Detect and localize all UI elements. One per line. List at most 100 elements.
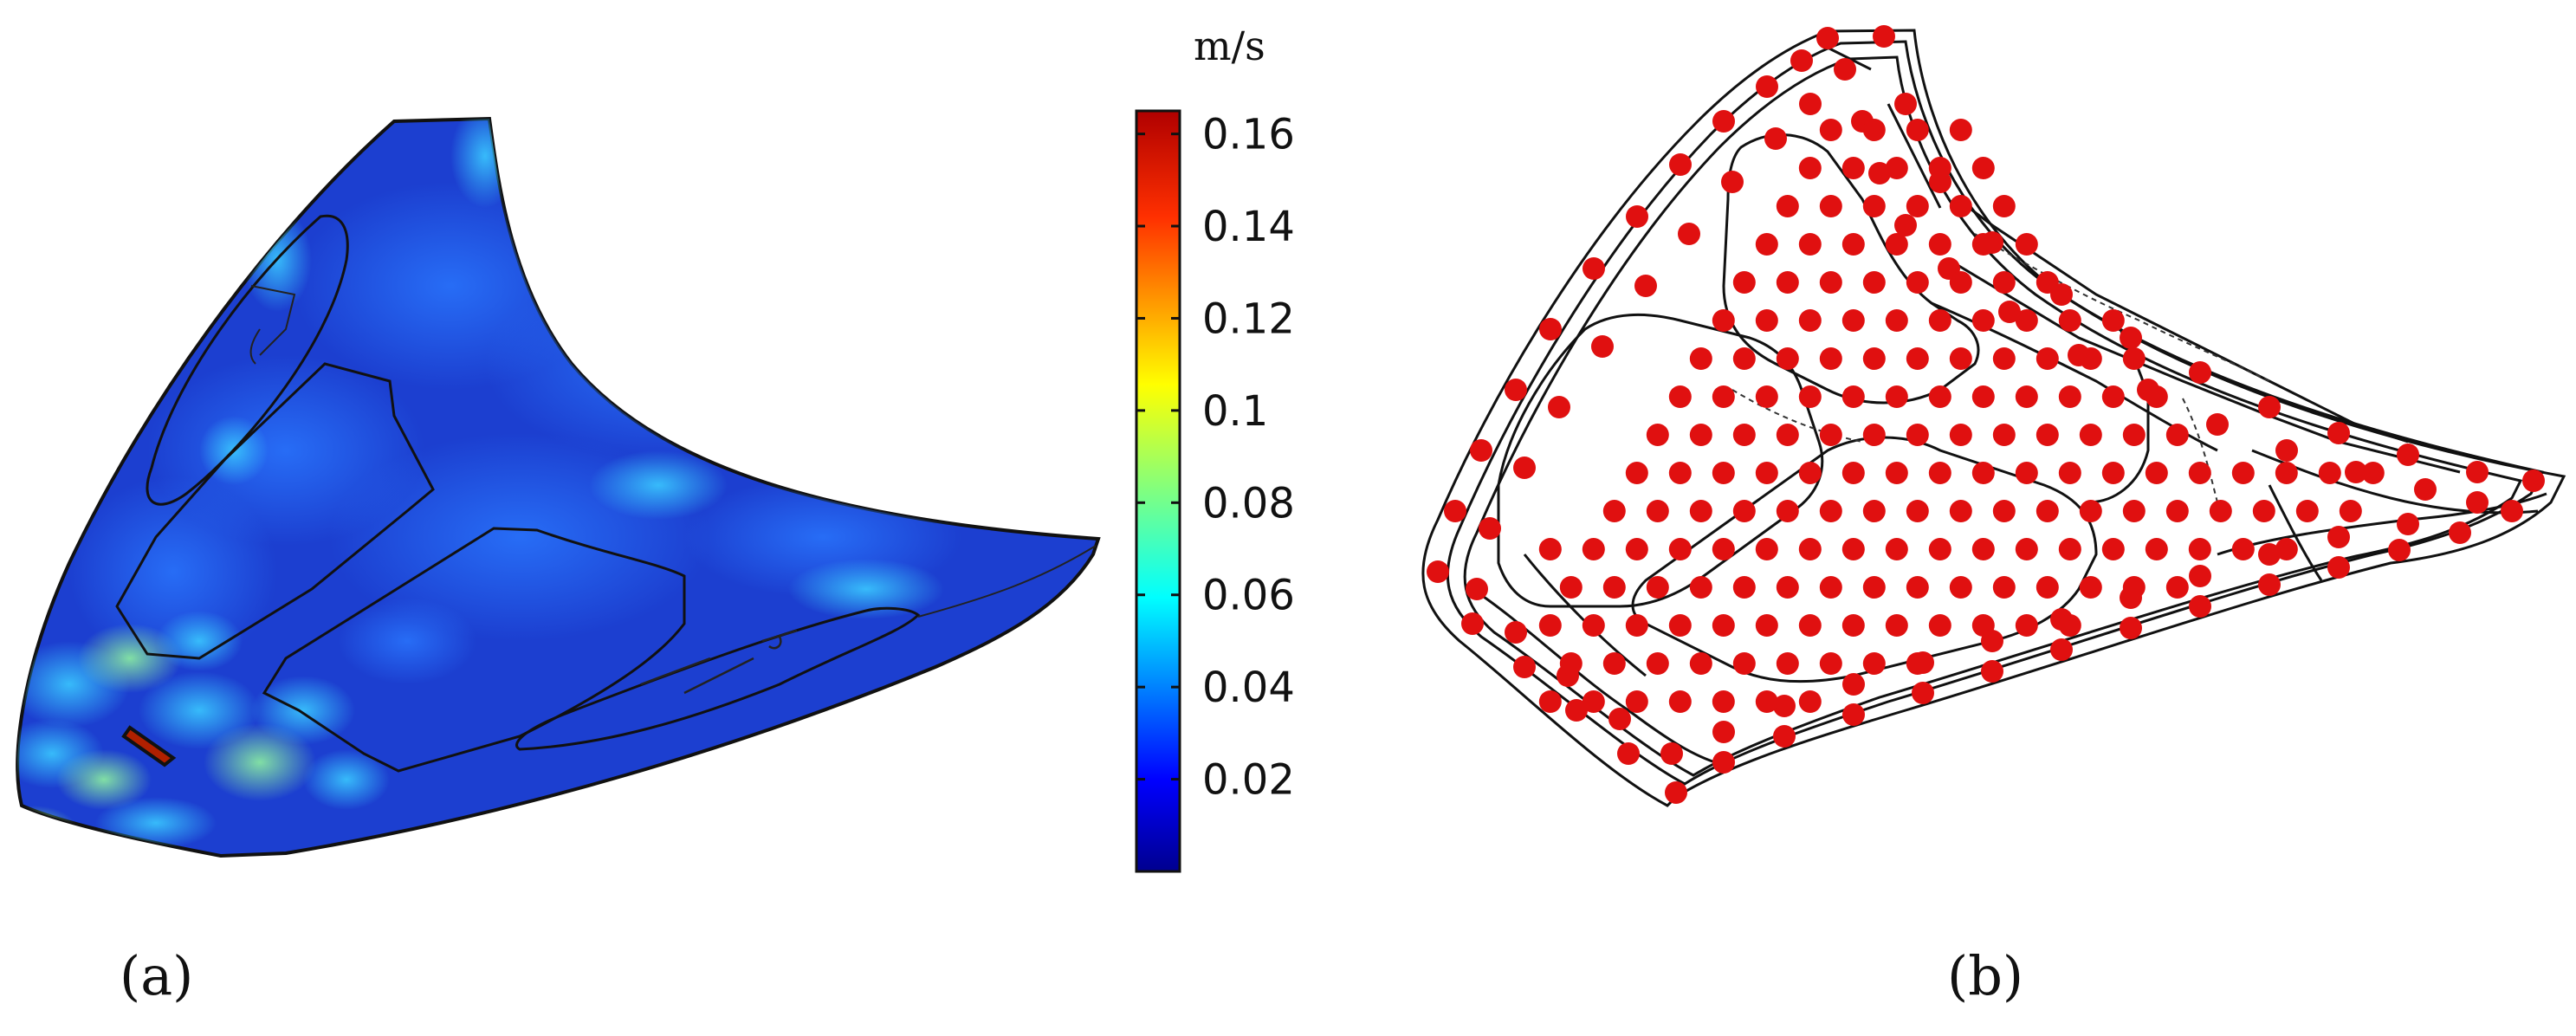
sensor-marker [1819,271,1842,294]
colorbar-gradient [1135,109,1181,873]
sensor-marker [1608,708,1631,730]
sensor-marker [1949,347,1972,370]
sensor-marker [1928,614,1951,637]
sensor-marker [1625,538,1648,560]
sensor-marker [1949,500,1972,522]
sensor-marker [1625,690,1648,713]
sensor-marker [1776,500,1799,522]
sensor-marker [2522,469,2545,492]
sensor-marker [1602,576,1626,599]
sensor-marker [2036,576,2059,599]
colorbar-tick-label: 0.04 [1202,664,1295,712]
sensor-marker [1755,462,1778,484]
sensor-marker [1466,578,1488,600]
sensor-marker [2079,500,2102,522]
sensor-marker [1841,614,1865,637]
sensor-marker [2397,444,2419,466]
sensor-marker [1928,233,1951,256]
sensor-marker [1928,157,1951,179]
sensor-marker [1668,385,1692,408]
sensor-marker [1992,424,2016,446]
sensor-marker [1885,157,1908,179]
sensor-marker [2122,347,2146,370]
sensor-marker [2036,271,2059,294]
sensor-marker [2189,565,2211,587]
sensor-marker [2206,413,2229,436]
sensor-marker [2275,538,2298,560]
sensor-marker [1538,614,1562,637]
sensor-marker [1470,439,1492,462]
sensor-marker [1732,500,1756,522]
sensor-marker [1773,695,1796,717]
sensor-marker [1798,309,1822,332]
sensor-marker [1862,424,1886,446]
sensor-marker [2122,424,2146,446]
sensor-marker [2058,385,2081,408]
sensor-marker [1798,157,1822,179]
sensor-marker [2036,347,2059,370]
sensor-marker [2015,538,2038,560]
sensor-marker [1712,462,1735,484]
sensor-marker [1906,500,1929,522]
colorbar-tick-label: 0.12 [1202,295,1295,343]
sensor-marker [1513,656,1536,678]
sensor-marker [2339,500,2362,522]
colorbar-tick-label: 0.06 [1202,572,1295,620]
sensor-marker [1885,385,1908,408]
sensor-marker [1971,538,1995,560]
colorbar-tick-label: 0.02 [1202,756,1295,805]
sensor-marker [2122,576,2146,599]
sensor-marker [1819,576,1842,599]
sensor-marker [2189,361,2211,384]
sensor-marker [1841,157,1865,179]
sensor-marker [1764,127,1787,150]
sensor-marker [2327,526,2350,548]
sensor-marker [1842,703,1865,726]
sensor-marker [1505,379,1527,401]
sensor-marker [2258,573,2281,596]
sensor-marker [1755,538,1778,560]
colorbar: 0.16 0.14 0.12 0.1 0.08 0.06 0.04 0.02 [1135,109,1295,873]
sensor-marker [1548,396,1570,418]
sensor-marker [1712,751,1735,774]
sensor-marker [2231,538,2255,560]
sensor-marker [1669,153,1692,176]
sensor-marker [1841,233,1865,256]
sensor-marker [1819,652,1842,675]
sensor-marker [1862,119,1886,141]
sensor-marker [2058,538,2081,560]
sensor-marker [1689,576,1712,599]
hood-velocity-panel [16,116,1101,858]
sensor-marker [2388,539,2411,561]
sensor-marker [1971,385,1995,408]
sensor-marker [1981,660,2003,683]
sensor-marker [1862,195,1886,217]
sensor-marker [1949,424,1972,446]
sensor-marker [2189,595,2211,618]
hood-sensor-panel [1421,25,2566,807]
sensor-marker [2120,617,2142,639]
sensor-marker [1819,424,1842,446]
sensor-marker [1732,652,1756,675]
sensor-marker [1776,347,1799,370]
sensor-marker [1798,462,1822,484]
sensor-marker [1971,233,1995,256]
sensor-marker [1894,214,1917,236]
sensor-marker [1582,538,1605,560]
sensor-marker [1625,462,1648,484]
sensor-marker [2327,556,2350,579]
sensor-marker [2101,538,2125,560]
colorbar-tick-label: 0.14 [1202,203,1295,251]
sensor-marker [2295,500,2319,522]
sensor-marker [2397,513,2419,535]
sensor-marker [1776,424,1799,446]
sensor-marker [2258,396,2281,418]
sensor-marker [1776,271,1799,294]
sensor-marker [1906,195,1929,217]
sensor-marker [2414,478,2437,501]
sensor-marker [1912,682,1934,704]
sensor-marker [1998,301,2021,323]
sensor-marker [1894,93,1917,115]
sensor-marker [1538,538,1562,560]
